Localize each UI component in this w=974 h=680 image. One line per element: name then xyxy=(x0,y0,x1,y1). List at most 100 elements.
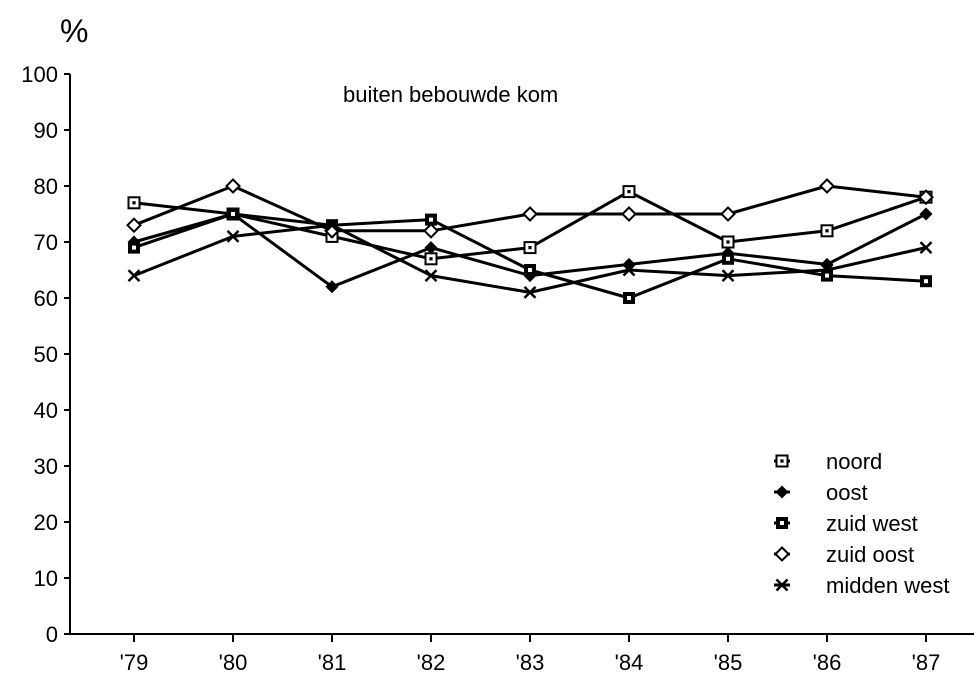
y-tick-label: 50 xyxy=(34,342,58,367)
x-tick-label: '81 xyxy=(318,650,347,675)
marker-center xyxy=(924,279,928,284)
data-point xyxy=(226,230,240,243)
legend-label: noord xyxy=(826,449,882,474)
data-point xyxy=(720,206,736,222)
data-point xyxy=(622,263,636,277)
marker-cross-b xyxy=(424,269,438,282)
legend-marker xyxy=(774,546,790,562)
x-tick-label: '83 xyxy=(516,650,545,675)
marker-cross-b xyxy=(775,578,789,592)
legend-marker xyxy=(775,454,789,468)
legend-label: zuid west xyxy=(826,511,918,536)
legend-item: oost xyxy=(774,480,868,505)
data-point xyxy=(325,280,339,294)
data-point xyxy=(919,207,933,221)
data-point xyxy=(819,178,835,194)
data-point xyxy=(126,217,142,234)
legend-marker xyxy=(776,517,788,529)
marker-cross-b xyxy=(226,230,240,243)
marker-dot xyxy=(825,229,829,233)
legend-marker xyxy=(775,578,789,592)
x-tick-label: '85 xyxy=(714,650,743,675)
y-tick-label: 40 xyxy=(34,398,58,423)
data-point xyxy=(721,235,735,249)
y-tick-label: 100 xyxy=(21,62,58,87)
marker-cross-b xyxy=(820,263,834,277)
marker-dot xyxy=(780,459,784,463)
marker-center xyxy=(429,217,433,222)
marker-dot xyxy=(429,257,433,261)
data-point xyxy=(424,269,438,282)
marker-open-diamond xyxy=(225,178,241,194)
y-tick-label: 70 xyxy=(34,230,58,255)
y-tick-label: 30 xyxy=(34,454,58,479)
marker-cross-b xyxy=(325,218,339,232)
marker-open-diamond xyxy=(423,222,439,239)
legend-item: noord xyxy=(774,449,882,474)
data-point xyxy=(622,185,636,199)
x-tick-label: '86 xyxy=(813,650,842,675)
data-point xyxy=(523,241,537,255)
marker-cross-b xyxy=(919,241,933,254)
x-tick-label: '87 xyxy=(912,650,941,675)
data-point xyxy=(128,241,140,254)
x-tick-label: '79 xyxy=(120,650,149,675)
data-point xyxy=(820,263,834,277)
marker-cross-b xyxy=(523,286,537,299)
data-point xyxy=(523,286,537,299)
legend-marker xyxy=(775,485,789,499)
series-line xyxy=(133,212,927,300)
data-point xyxy=(621,206,637,222)
legend-label: zuid oost xyxy=(826,542,914,567)
data-point xyxy=(820,224,834,238)
marker-dot xyxy=(627,190,631,194)
legend-item: zuid oost xyxy=(774,542,914,567)
x-tick-label: '82 xyxy=(417,650,446,675)
series-zuid-west xyxy=(128,208,932,304)
marker-dot xyxy=(726,240,730,244)
marker-open-diamond xyxy=(522,206,538,222)
data-point xyxy=(424,241,438,255)
marker-center xyxy=(231,212,235,216)
data-point xyxy=(423,222,439,239)
legend-label: oost xyxy=(826,480,868,505)
marker-cross-b xyxy=(622,263,636,277)
data-point xyxy=(522,206,538,222)
data-point xyxy=(920,275,932,288)
data-point xyxy=(919,241,933,254)
series-zuid-oost xyxy=(126,178,934,239)
data-point xyxy=(225,178,241,194)
marker-filled-diamond xyxy=(775,485,789,499)
axes: 0 10 20 30 40 50 60 70 80 90 100 '79 '80 '81 '82 '83 '84… xyxy=(21,62,974,675)
marker-center xyxy=(825,273,829,278)
marker-center xyxy=(726,256,730,261)
marker-open-diamond xyxy=(621,206,637,222)
y-tick-label: 80 xyxy=(34,174,58,199)
data-point xyxy=(127,196,141,210)
data-point xyxy=(424,252,438,266)
chart-title: buiten bebouwde kom xyxy=(343,82,558,107)
data-point xyxy=(623,292,635,304)
marker-open-diamond xyxy=(774,546,790,562)
x-tick-label: '84 xyxy=(615,650,644,675)
y-tick-label: 60 xyxy=(34,286,58,311)
marker-center xyxy=(627,296,631,300)
marker-center xyxy=(780,521,784,525)
legend: noord oost zuid west zuid oost midden west xyxy=(774,449,950,598)
series-midden-west xyxy=(127,218,933,299)
y-tick-label: 90 xyxy=(34,118,58,143)
y-tick-label: 10 xyxy=(34,566,58,591)
marker-cross-b xyxy=(127,269,141,282)
marker-filled-diamond xyxy=(325,280,339,294)
data-point xyxy=(524,264,536,276)
data-point xyxy=(127,269,141,282)
marker-filled-diamond xyxy=(424,241,438,255)
data-point xyxy=(722,252,734,265)
data-point xyxy=(227,208,239,220)
marker-filled-diamond xyxy=(919,207,933,221)
marker-center xyxy=(528,268,532,272)
y-tick-label: 20 xyxy=(34,510,58,535)
y-tick-label: 0 xyxy=(46,622,58,647)
data-point xyxy=(918,189,934,206)
